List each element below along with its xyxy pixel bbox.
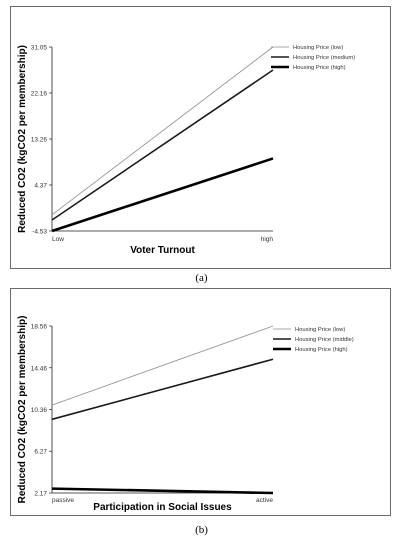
x-tick-label: active xyxy=(256,497,273,504)
legend-label: Housing Price (medium) xyxy=(293,55,355,61)
legend-label: Housing Price (low) xyxy=(295,327,345,333)
series-line xyxy=(51,487,274,495)
legend-label: Housing Price (middle) xyxy=(295,337,354,343)
chart-panel-a: 31.05 22.16 13.26 4.37 -4.53 Low high Voter Tur… xyxy=(10,6,391,269)
x-tick-label: Low xyxy=(52,236,64,243)
legend-label: Housing Price (low) xyxy=(293,45,343,51)
y-tick-label: -4.53 xyxy=(32,229,47,236)
x-axis-title: Voter Turnout xyxy=(130,245,195,256)
caption-b: (b) xyxy=(195,524,208,536)
y-tick-label: 14.46 xyxy=(31,365,48,372)
series-line xyxy=(51,157,274,233)
series-line xyxy=(51,69,274,221)
series-line xyxy=(51,46,274,216)
series-line xyxy=(51,325,274,406)
chart-a-svg: 31.05 22.16 13.26 4.37 -4.53 Low high Voter Tur… xyxy=(17,45,355,257)
y-tick-label: 4.37 xyxy=(34,182,47,189)
chart-panel-b: 18.56 14.46 10.36 6.27 2.17 passive active Part… xyxy=(10,288,391,516)
y-tick-label: 31.05 xyxy=(31,45,48,52)
caption-a: (a) xyxy=(195,272,208,284)
y-tick-label: 13.26 xyxy=(31,137,48,144)
y-axis-title: Reduced CO2 (kgCO2 per membership) xyxy=(17,45,28,233)
x-tick-label: high xyxy=(261,236,274,243)
y-tick-label: 22.16 xyxy=(31,90,48,97)
legend-label: Housing Price (high) xyxy=(295,347,348,353)
x-tick-label: passive xyxy=(52,497,74,504)
y-tick-label: 10.36 xyxy=(31,407,48,414)
chart-b-svg: 18.56 14.46 10.36 6.27 2.17 passive active Part… xyxy=(17,316,354,513)
y-tick-label: 2.17 xyxy=(34,491,47,498)
y-tick-label: 18.56 xyxy=(31,324,48,331)
series-line xyxy=(51,358,274,421)
legend-label: Housing Price (high) xyxy=(293,65,346,71)
y-tick-label: 6.27 xyxy=(34,449,47,456)
y-axis-title: Reduced CO2 (kgCO2 per membership) xyxy=(17,316,28,504)
x-axis-title: Participation in Social Issues xyxy=(93,502,232,513)
